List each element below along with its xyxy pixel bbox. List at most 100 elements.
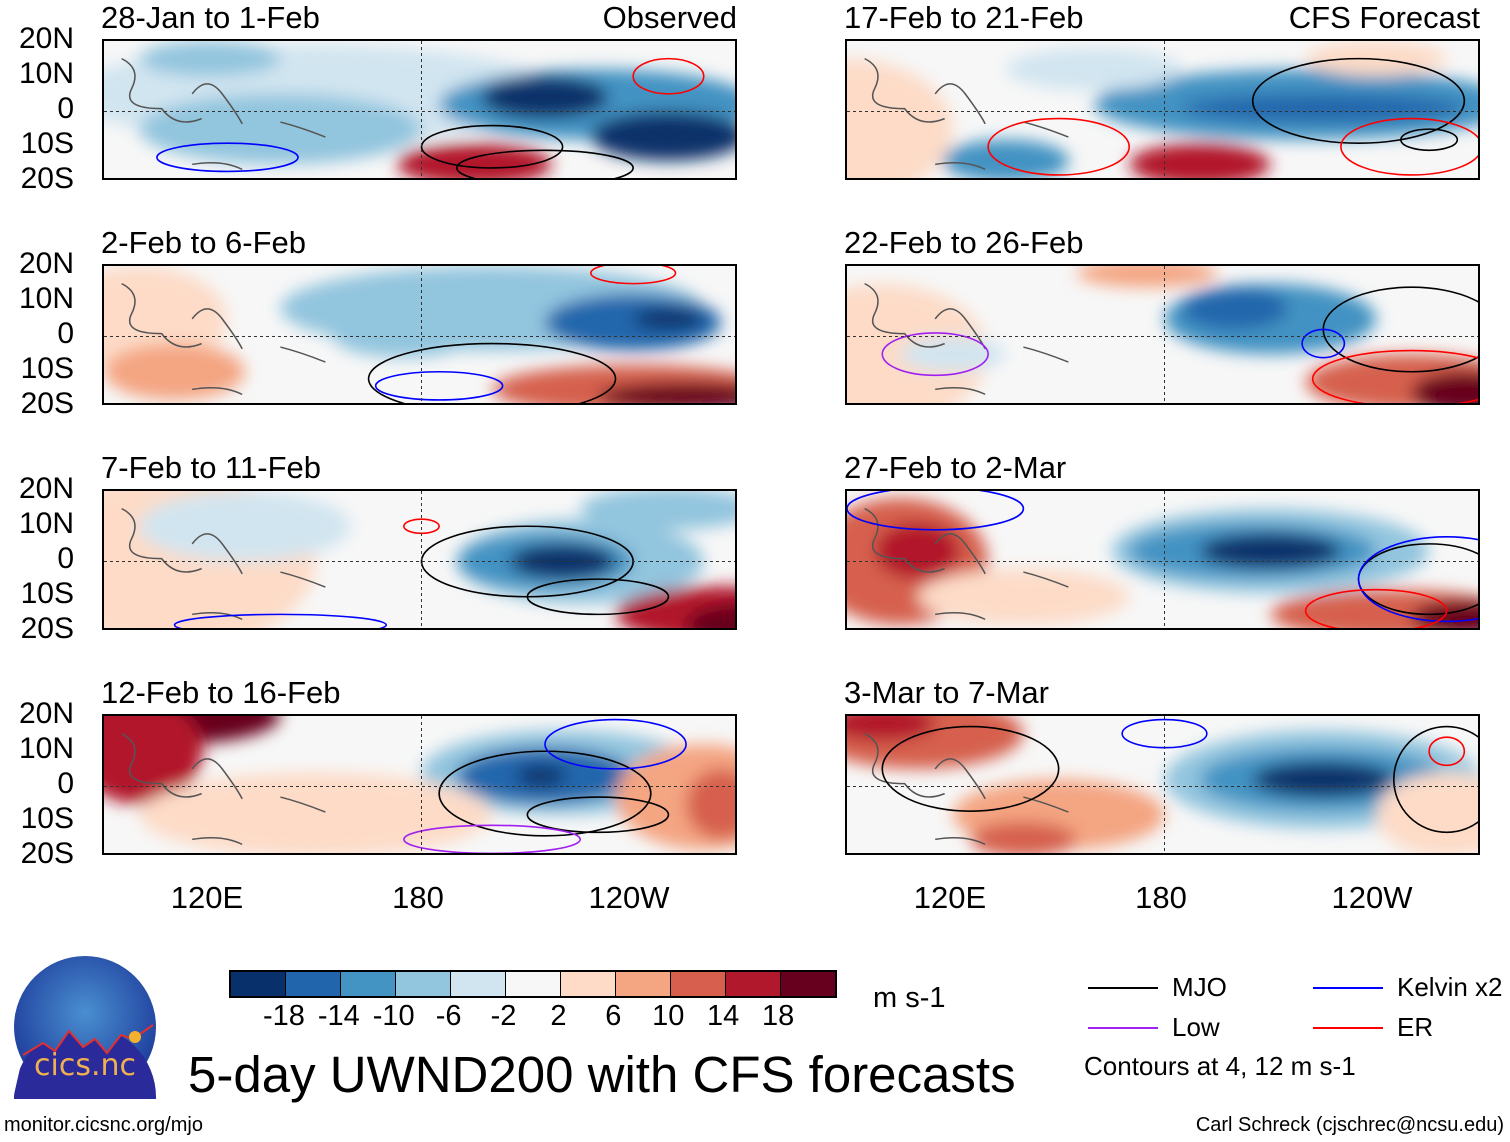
wave-contour <box>420 124 564 169</box>
colorbar-bin <box>781 972 835 996</box>
anomaly-region <box>139 772 493 853</box>
wave-contour <box>881 725 1060 812</box>
panel-title: 3-Mar to 7-Mar <box>844 675 1049 710</box>
colorbar-label: 2 <box>550 1000 567 1032</box>
colorbar-bin <box>671 972 726 996</box>
wave-contour <box>1304 588 1448 628</box>
colorbar-bin <box>451 972 506 996</box>
map-panel <box>102 489 737 630</box>
lat-label: 20S <box>20 612 74 645</box>
lon-label: 180 <box>392 880 444 915</box>
panel-title: 28-Jan to 1-Feb <box>101 0 320 35</box>
anomaly-region <box>1376 772 1478 853</box>
lat-label: 10S <box>20 802 74 835</box>
anomaly-region <box>847 716 936 741</box>
wave-contour <box>367 342 617 403</box>
lon-label: 120E <box>170 880 244 915</box>
lat-label: 10N <box>18 732 74 765</box>
lat-label: 10N <box>18 507 74 540</box>
coastline <box>864 507 1069 621</box>
wave-contour <box>526 578 670 616</box>
lat-label: 0 <box>57 542 74 575</box>
colorbar-bin <box>341 972 396 996</box>
colorbar-label: -14 <box>317 1000 360 1032</box>
lat-label: 20N <box>18 697 74 730</box>
lat-label: 0 <box>57 92 74 125</box>
wave-contour <box>881 332 989 377</box>
wave-contour <box>1311 349 1478 403</box>
legend-line <box>1313 987 1383 989</box>
anomaly-region <box>1129 143 1271 178</box>
wave-contour <box>1400 128 1459 152</box>
colorbar-label: -6 <box>435 1000 462 1032</box>
lat-label: 10S <box>20 577 74 610</box>
legend-label: ER <box>1397 1012 1434 1042</box>
map-panel <box>845 489 1480 630</box>
anomaly-region <box>396 143 553 178</box>
lat-label: 10S <box>20 127 74 160</box>
anomaly-region <box>1182 287 1288 330</box>
lat-label: 20N <box>18 247 74 280</box>
wave-contour <box>847 491 1025 531</box>
panel-title: 12-Feb to 16-Feb <box>101 675 341 710</box>
map-panel <box>102 714 737 855</box>
footer-url[interactable]: monitor.cicsnc.org/mjo <box>4 1114 203 1136</box>
logo-text: cics.nc <box>34 1048 136 1083</box>
panel-title: 7-Feb to 11-Feb <box>101 450 321 485</box>
anomaly-region <box>1199 533 1341 569</box>
colorbar <box>229 970 837 998</box>
anomaly-region <box>970 821 1077 853</box>
wave-contour <box>156 142 299 173</box>
panel-title: 22-Feb to 26-Feb <box>844 225 1084 260</box>
colorbar-label: 10 <box>652 1000 685 1032</box>
wave-contour <box>590 266 677 285</box>
colorbar-units: m s-1 <box>873 982 946 1014</box>
legend-line <box>1088 987 1158 989</box>
wave-contour <box>1301 328 1346 359</box>
legend-label: Kelvin x2 <box>1397 972 1503 1002</box>
lat-label: 10S <box>20 352 74 385</box>
map-panel <box>102 39 737 180</box>
map-panel <box>102 264 737 405</box>
colorbar-bin <box>561 972 616 996</box>
wave-contour <box>544 718 687 770</box>
wave-contour <box>1393 725 1478 834</box>
legend-note: Contours at 4, 12 m s-1 <box>1084 1051 1356 1081</box>
map-panel <box>845 714 1480 855</box>
wave-contour <box>1357 536 1478 623</box>
anomaly-region <box>1005 48 1183 91</box>
wave-contour <box>456 149 634 178</box>
anomaly-region <box>139 93 422 165</box>
legend-line <box>1088 1027 1158 1029</box>
panel-title: 27-Feb to 2-Mar <box>844 450 1067 485</box>
coastline <box>864 57 1069 171</box>
wave-contour <box>1340 117 1478 176</box>
figure-title: 5-day UWND200 with CFS forecasts <box>188 1046 1016 1103</box>
anomaly-region <box>942 139 1070 178</box>
anomaly-region <box>917 568 1130 625</box>
lat-label: 0 <box>57 767 74 800</box>
panel-title: 17-Feb to 21-Feb <box>844 0 1084 35</box>
colorbar-bin <box>231 972 286 996</box>
coastline <box>864 732 1069 846</box>
colorbar-label: 6 <box>605 1000 622 1032</box>
anomaly-region <box>139 491 351 562</box>
anomaly-region <box>139 41 281 77</box>
anomaly-region <box>1411 371 1478 403</box>
anomaly-region <box>899 336 1006 372</box>
map-panel <box>845 264 1480 405</box>
map-panel <box>845 39 1480 180</box>
coastline <box>121 732 326 846</box>
lon-label: 120W <box>1331 880 1413 915</box>
colorbar-bin <box>616 972 671 996</box>
lon-label: 120W <box>588 880 670 915</box>
anomaly-region <box>1252 761 1394 798</box>
wave-contour <box>403 824 582 853</box>
colorbar-bin <box>396 972 451 996</box>
anomaly-region <box>516 765 567 787</box>
anomaly-region <box>1076 266 1218 288</box>
lat-label: 20S <box>20 837 74 870</box>
colorbar-label: -10 <box>372 1000 415 1032</box>
legend-label: MJO <box>1172 972 1227 1002</box>
colorbar-label: -18 <box>262 1000 305 1032</box>
